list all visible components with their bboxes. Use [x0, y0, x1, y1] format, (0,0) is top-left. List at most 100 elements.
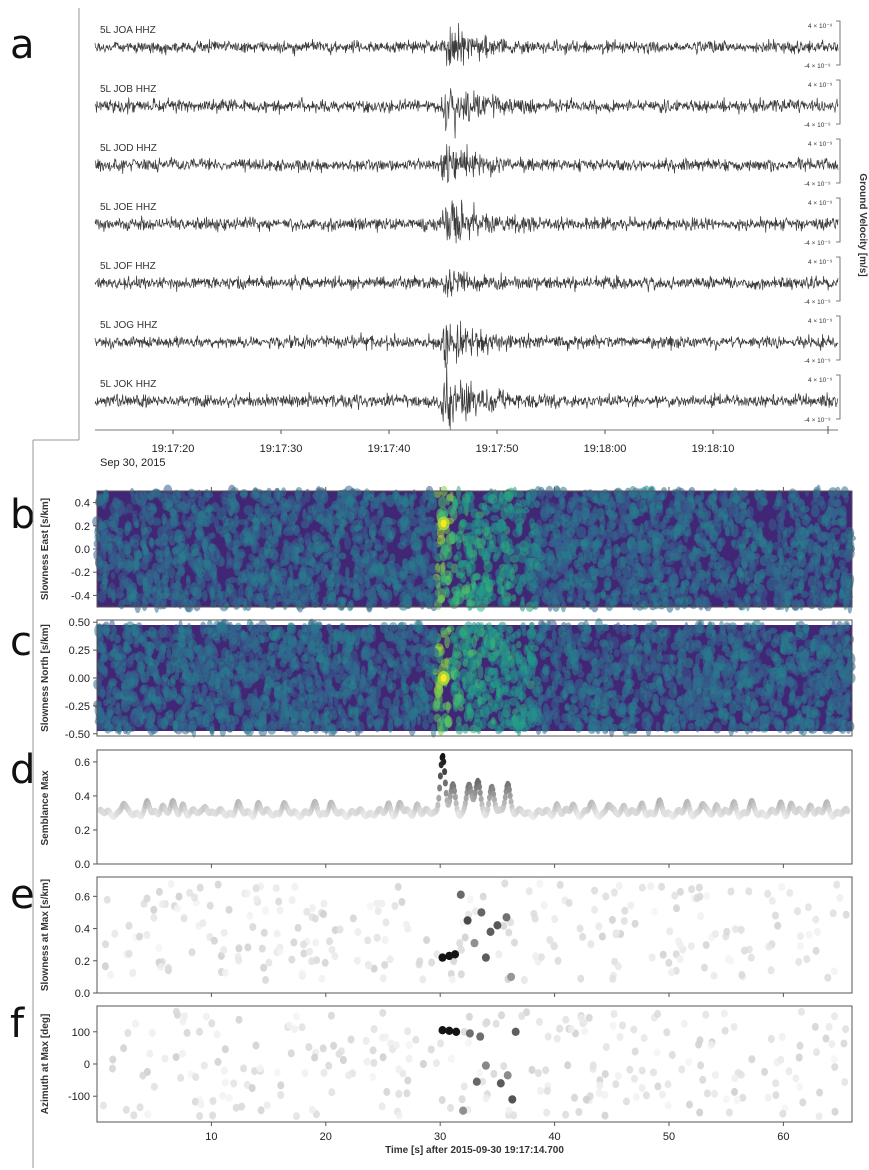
heatmap-cell	[637, 673, 644, 681]
heatmap-cell	[283, 541, 294, 554]
heatmap-cell	[236, 637, 241, 647]
heatmap-cell	[516, 628, 522, 637]
heatmap-cell	[360, 665, 366, 679]
heatmap-cell	[653, 597, 658, 606]
heatmap-cell	[103, 699, 109, 707]
heatmap-cell	[782, 530, 788, 538]
heatmap-cell	[660, 654, 671, 663]
heatmap-cell	[230, 624, 237, 633]
heatmap-cell	[516, 543, 521, 550]
panel-letter-b: b	[10, 492, 35, 538]
heatmap-cell	[430, 593, 438, 604]
heatmap-cell	[276, 491, 283, 504]
heatmap-cell	[698, 697, 705, 709]
panel-a-x-tick-label-0: 19:17:20	[152, 443, 195, 455]
heatmap-cell	[619, 702, 626, 715]
heatmap-cell	[554, 539, 563, 553]
heatmap-cell	[439, 548, 448, 562]
heatmap-cell	[659, 696, 665, 706]
heatmap-cell	[495, 725, 502, 735]
heatmap-cell	[210, 601, 217, 608]
heatmap-cell	[425, 516, 435, 523]
heatmap-cell	[561, 539, 569, 550]
heatmap-cell	[237, 549, 245, 557]
heatmap-cell	[165, 659, 172, 669]
heatmap-cell	[551, 629, 557, 642]
heatmap-cell	[252, 576, 259, 587]
heatmap-cell	[600, 697, 608, 707]
heatmap-cell	[759, 489, 764, 502]
heatmap-cell	[109, 550, 117, 563]
heatmap-cell	[844, 550, 853, 562]
heatmap-cell	[830, 715, 836, 725]
heatmap-cell	[630, 635, 636, 642]
heatmap-cell	[630, 587, 638, 599]
heatmap-cell	[171, 598, 176, 608]
heatmap-cell	[631, 487, 641, 502]
heatmap-cell	[549, 505, 555, 513]
heatmap-cell	[808, 589, 815, 598]
heatmap-cell	[390, 570, 396, 584]
heatmap-cell	[641, 711, 652, 722]
heatmap-cell	[491, 638, 496, 650]
heatmap-cell	[697, 513, 706, 525]
heatmap-cell	[290, 710, 301, 724]
heatmap-cell	[591, 508, 598, 521]
trace-scale-bottom-6: -4 × 10⁻⁹	[804, 417, 831, 424]
heatmap-cell	[782, 580, 792, 588]
heatmap-cell	[721, 638, 728, 649]
heatmap-cell	[297, 496, 307, 507]
heatmap-cell	[341, 647, 351, 660]
heatmap-cell	[786, 503, 793, 512]
heatmap-cell	[606, 640, 614, 650]
heatmap-cell	[747, 583, 757, 594]
heatmap-cell	[185, 526, 192, 539]
heatmap-cell	[483, 560, 493, 573]
heatmap-cell	[286, 629, 291, 641]
heatmap-cell	[317, 501, 325, 511]
heatmap-cell	[683, 657, 694, 669]
heatmap-cell	[338, 501, 345, 514]
heatmap-cell	[227, 576, 238, 584]
heatmap-cell	[662, 566, 672, 575]
heatmap-cell	[455, 569, 466, 577]
heatmap-cell	[824, 509, 830, 518]
heatmap-cell	[807, 525, 817, 533]
heatmap-cell	[300, 520, 310, 529]
heatmap-cell	[519, 600, 526, 612]
heatmap-cell	[550, 670, 555, 680]
panel-b-heatmap-peak	[440, 519, 447, 528]
heatmap-cell	[595, 629, 601, 640]
panel-a-x-tick-label-5: 19:18:10	[692, 443, 735, 455]
heatmap-cell	[264, 548, 274, 559]
heatmap-cell	[422, 719, 430, 730]
heatmap-cell	[520, 724, 529, 733]
heatmap-cell	[836, 633, 843, 646]
heatmap-cell	[573, 599, 583, 608]
heatmap-cell	[356, 630, 361, 642]
heatmap-cell	[763, 630, 772, 643]
heatmap-cell	[274, 530, 282, 537]
heatmap-cell	[500, 531, 507, 541]
heatmap-cell	[374, 544, 384, 552]
heatmap-cell	[622, 565, 632, 579]
heatmap-cell	[620, 591, 630, 602]
heatmap-cell	[121, 699, 129, 707]
heatmap-cell	[500, 507, 509, 520]
heatmap-cell	[682, 677, 690, 687]
heatmap-cell	[566, 501, 573, 514]
heatmap-cell	[636, 652, 643, 661]
heatmap-cell	[134, 599, 141, 614]
heatmap-cell	[533, 525, 543, 537]
heatmap-cell	[519, 574, 527, 588]
heatmap-cell	[446, 561, 454, 569]
heatmap-cell	[157, 714, 162, 727]
heatmap-cell	[313, 674, 322, 685]
heatmap-cell	[656, 561, 664, 575]
heatmap-cell	[431, 663, 439, 674]
heatmap-cell	[419, 495, 426, 507]
heatmap-cell	[222, 498, 230, 512]
heatmap-cell	[205, 491, 214, 499]
heatmap-cell	[824, 675, 832, 690]
heatmap-cell	[482, 494, 489, 501]
